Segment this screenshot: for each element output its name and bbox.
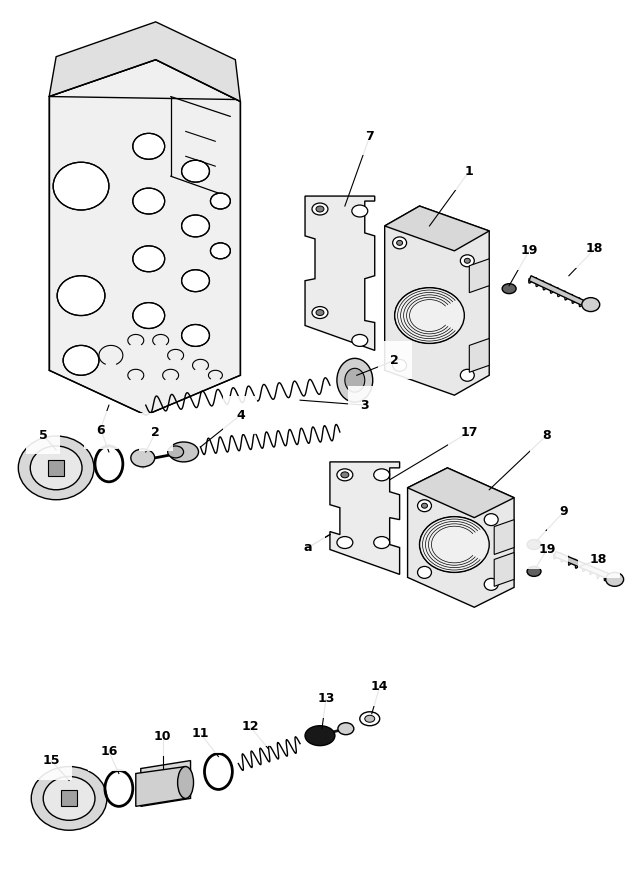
Text: 2: 2 (390, 354, 399, 367)
Polygon shape (494, 519, 514, 555)
Text: 19: 19 (520, 244, 538, 258)
Ellipse shape (211, 243, 230, 258)
Polygon shape (554, 552, 616, 582)
Text: 9: 9 (559, 505, 568, 519)
Polygon shape (408, 468, 514, 518)
Text: 6: 6 (97, 423, 105, 436)
Ellipse shape (182, 215, 209, 237)
Text: a: a (303, 541, 312, 554)
Text: 17: 17 (461, 426, 478, 439)
Text: 2: 2 (151, 426, 160, 439)
Ellipse shape (305, 725, 335, 745)
Ellipse shape (484, 578, 498, 590)
Text: 18: 18 (590, 553, 608, 566)
Ellipse shape (374, 469, 389, 481)
Text: 8: 8 (542, 428, 551, 442)
Ellipse shape (394, 287, 465, 343)
Ellipse shape (63, 345, 99, 375)
Ellipse shape (393, 237, 406, 249)
Ellipse shape (18, 436, 94, 499)
Ellipse shape (133, 133, 165, 159)
Ellipse shape (30, 446, 82, 490)
Polygon shape (48, 460, 64, 476)
Ellipse shape (419, 517, 489, 572)
Ellipse shape (606, 572, 624, 586)
Polygon shape (136, 766, 186, 807)
Ellipse shape (374, 537, 389, 548)
Polygon shape (49, 22, 240, 102)
Polygon shape (330, 462, 399, 575)
Ellipse shape (133, 246, 165, 272)
Ellipse shape (312, 203, 328, 215)
Ellipse shape (133, 302, 165, 328)
Polygon shape (385, 206, 489, 395)
Ellipse shape (337, 358, 372, 402)
Polygon shape (305, 196, 375, 350)
Ellipse shape (133, 188, 165, 214)
Text: 10: 10 (154, 731, 171, 743)
Polygon shape (408, 468, 514, 607)
Text: 13: 13 (317, 692, 335, 705)
Ellipse shape (53, 162, 109, 210)
Ellipse shape (393, 359, 406, 371)
Text: 4: 4 (236, 408, 245, 421)
Ellipse shape (312, 307, 328, 319)
Ellipse shape (338, 723, 354, 735)
Ellipse shape (337, 537, 353, 548)
Text: 7: 7 (366, 130, 374, 143)
Ellipse shape (177, 766, 194, 798)
Ellipse shape (465, 258, 470, 264)
Text: 16: 16 (100, 745, 118, 758)
Ellipse shape (31, 766, 107, 830)
Ellipse shape (131, 449, 155, 467)
Ellipse shape (582, 298, 600, 312)
Text: 12: 12 (241, 720, 259, 733)
Ellipse shape (337, 469, 353, 481)
Polygon shape (469, 338, 489, 372)
Polygon shape (385, 206, 489, 251)
Ellipse shape (527, 567, 541, 576)
Ellipse shape (460, 370, 474, 381)
Text: a: a (97, 421, 105, 434)
Text: a: a (304, 541, 312, 554)
Ellipse shape (352, 205, 368, 217)
Text: 11: 11 (192, 727, 209, 740)
Text: 15: 15 (43, 754, 60, 767)
Polygon shape (494, 553, 514, 586)
Ellipse shape (484, 513, 498, 526)
Text: 18: 18 (586, 243, 603, 255)
Polygon shape (141, 760, 191, 807)
Ellipse shape (418, 567, 431, 578)
Ellipse shape (341, 472, 349, 477)
Ellipse shape (43, 776, 95, 820)
Ellipse shape (182, 270, 209, 292)
Ellipse shape (211, 193, 230, 209)
Text: 3: 3 (361, 399, 369, 412)
Ellipse shape (397, 240, 403, 245)
Text: 1: 1 (465, 165, 473, 178)
Ellipse shape (182, 324, 209, 346)
Ellipse shape (316, 206, 324, 212)
Ellipse shape (502, 284, 516, 293)
Ellipse shape (527, 540, 541, 549)
Text: 5: 5 (39, 428, 48, 442)
Polygon shape (61, 790, 77, 807)
Ellipse shape (182, 160, 209, 182)
Ellipse shape (421, 503, 428, 508)
Ellipse shape (418, 499, 431, 512)
Ellipse shape (365, 716, 375, 722)
Ellipse shape (169, 442, 199, 462)
Ellipse shape (345, 368, 365, 392)
Text: 14: 14 (371, 681, 389, 694)
Ellipse shape (316, 309, 324, 315)
Polygon shape (49, 60, 240, 415)
Ellipse shape (352, 335, 368, 346)
Polygon shape (529, 276, 591, 308)
Ellipse shape (460, 255, 474, 267)
Polygon shape (469, 258, 489, 293)
Ellipse shape (167, 446, 184, 458)
Ellipse shape (57, 276, 105, 315)
Text: 19: 19 (538, 543, 556, 556)
